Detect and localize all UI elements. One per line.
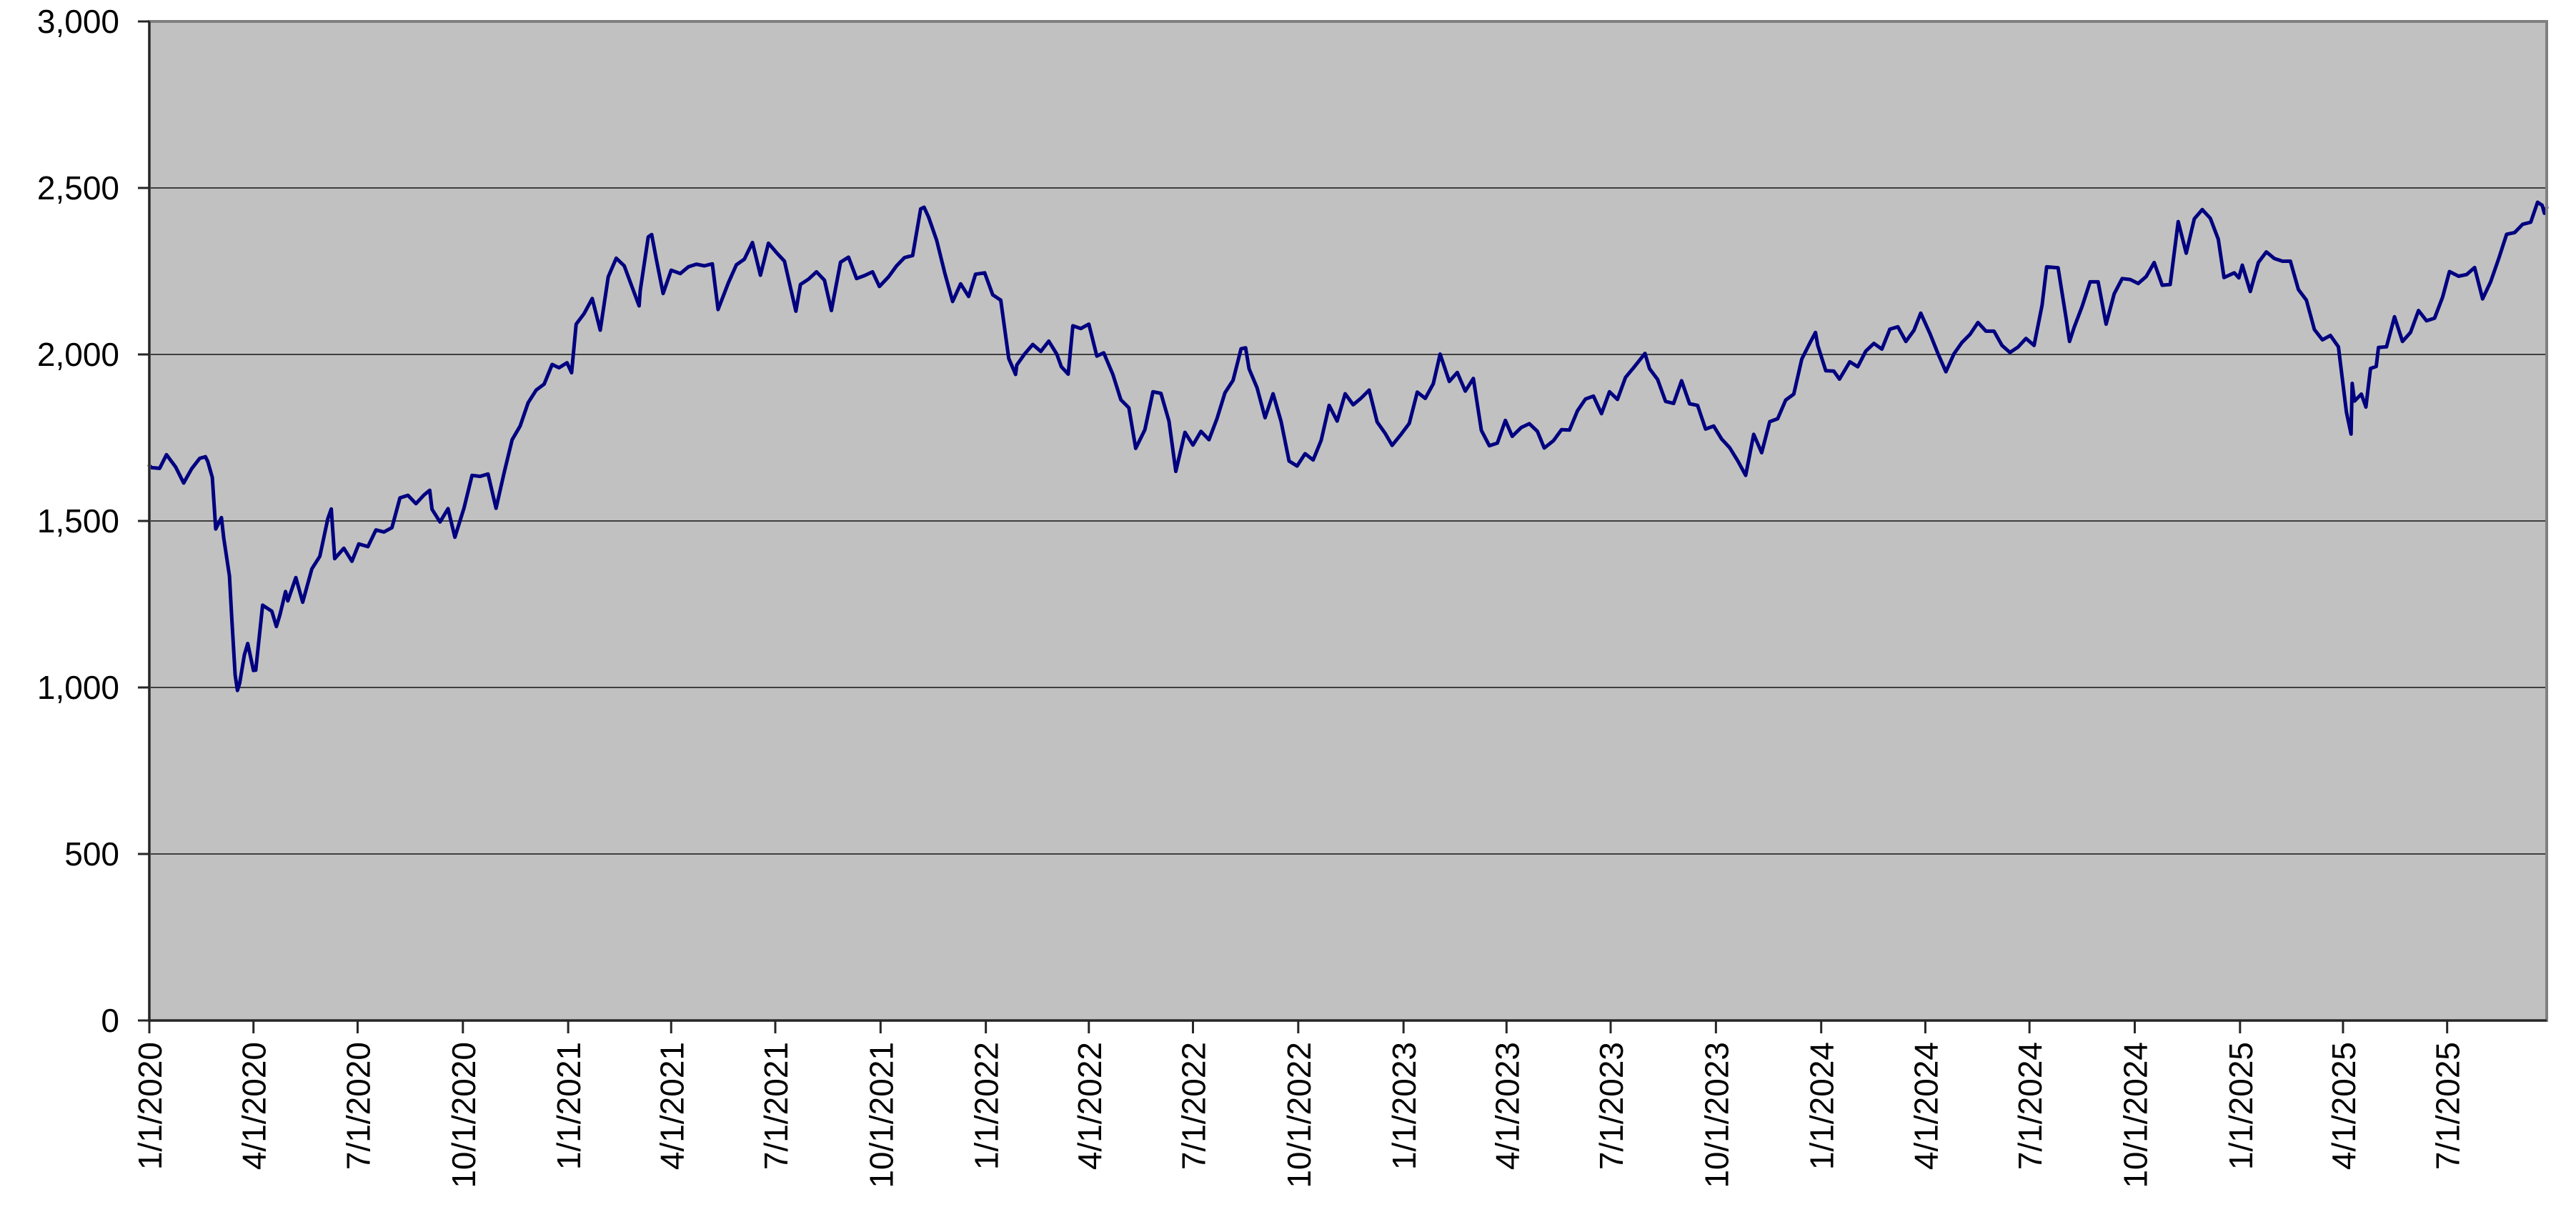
x-axis-label: 10/1/2023 <box>1698 1042 1735 1188</box>
x-axis-label: 7/1/2020 <box>339 1042 377 1170</box>
x-axis-label: 10/1/2024 <box>2117 1042 2154 1188</box>
x-axis-label: 4/1/2021 <box>653 1042 690 1170</box>
x-axis-label: 7/1/2023 <box>1593 1042 1630 1170</box>
x-axis-label: 7/1/2025 <box>2430 1042 2467 1170</box>
y-axis-label: 2,500 <box>37 169 119 207</box>
series-line <box>147 200 2549 692</box>
y-axis-label: 3,000 <box>37 3 119 40</box>
x-axis-label: 1/1/2020 <box>131 1042 169 1170</box>
y-axis-label: 2,000 <box>37 336 119 373</box>
x-axis-label: 1/1/2021 <box>550 1042 587 1170</box>
x-axis-label: 10/1/2020 <box>445 1042 482 1188</box>
x-axis-label: 4/1/2024 <box>1907 1042 1944 1170</box>
y-axis-label: 1,000 <box>37 669 119 706</box>
x-axis-label: 1/1/2022 <box>968 1042 1005 1170</box>
x-axis-label: 1/1/2024 <box>1804 1042 1841 1170</box>
x-axis-label: 10/1/2022 <box>1280 1042 1318 1188</box>
x-axis-label: 4/1/2022 <box>1071 1042 1108 1170</box>
x-axis-label: 4/1/2023 <box>1488 1042 1526 1170</box>
x-axis-label: 10/1/2021 <box>862 1042 900 1188</box>
x-axis-label: 4/1/2025 <box>2325 1042 2362 1170</box>
x-axis-label: 4/1/2020 <box>236 1042 273 1170</box>
x-axis-label: 7/1/2021 <box>757 1042 795 1170</box>
x-axis-label: 1/1/2023 <box>1386 1042 1423 1170</box>
x-axis-label: 1/1/2025 <box>2222 1042 2259 1170</box>
x-axis-label: 7/1/2024 <box>2011 1042 2049 1170</box>
x-axis-label: 7/1/2022 <box>1175 1042 1213 1170</box>
y-axis-label: 1,500 <box>37 502 119 540</box>
y-axis-label: 0 <box>101 1002 119 1039</box>
y-axis-label: 500 <box>64 835 119 873</box>
